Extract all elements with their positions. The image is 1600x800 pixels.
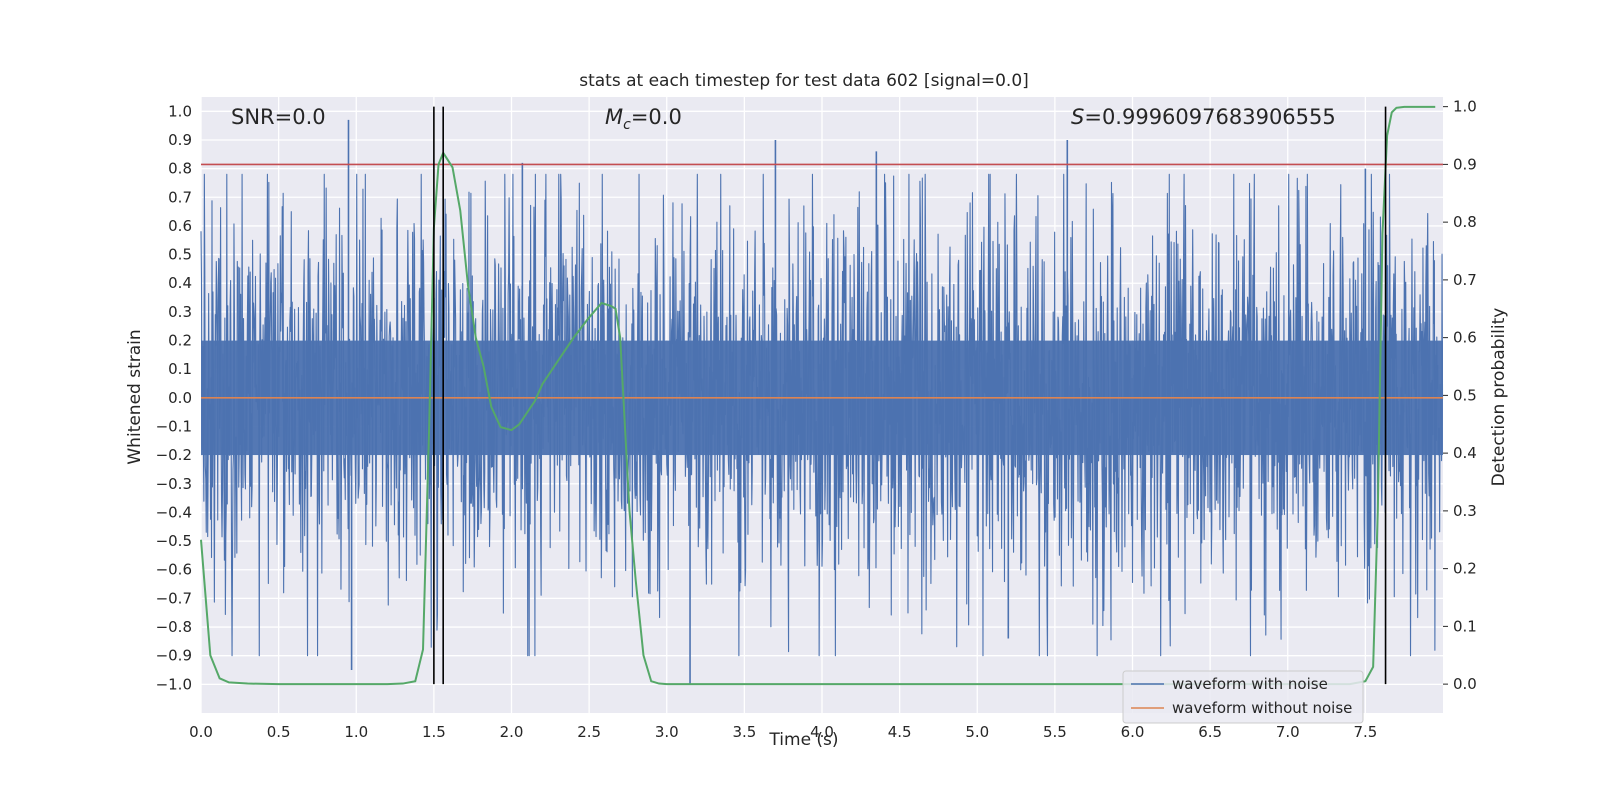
x-tick-label: 1.5 [422, 723, 446, 741]
x-tick-label: 0.0 [189, 723, 213, 741]
y-left-tick-label: 0.1 [168, 360, 192, 378]
noise-trace [200, 173, 1444, 657]
y-right-tick-label: 0.9 [1453, 155, 1477, 173]
legend-label-clean: waveform without noise [1172, 699, 1352, 717]
chirp-mass-value: =0.0 [631, 105, 682, 129]
y-left-tick-label: −0.9 [156, 647, 192, 665]
x-tick-label: 6.5 [1198, 723, 1222, 741]
x-tick-label: 7.0 [1276, 723, 1300, 741]
score-annotation: S=0.9996097683906555 [1071, 105, 1336, 129]
score-symbol: S [1071, 105, 1084, 129]
x-tick-label: 5.5 [1043, 723, 1067, 741]
y-right-tick-label: 0.7 [1453, 271, 1477, 289]
y-right-tick-label: 1.0 [1453, 98, 1477, 116]
vertical-markers [433, 106, 1387, 685]
legend-label-noise: waveform with noise [1172, 675, 1328, 693]
x-tick-label: 4.0 [810, 723, 834, 741]
y-left-tick-label: 0.8 [168, 160, 192, 178]
chart-title: stats at each timestep for test data 602… [579, 71, 1029, 91]
x-tick-label: 7.5 [1353, 723, 1377, 741]
x-tick-label: 3.0 [655, 723, 679, 741]
chirp-mass-annotation: Mc=0.0 [605, 105, 682, 133]
y-left-tick-label: −0.1 [156, 417, 192, 435]
score-value: =0.9996097683906555 [1084, 105, 1335, 129]
y-right-tick-label: 0.8 [1453, 213, 1477, 231]
x-tick-label: 5.0 [965, 723, 989, 741]
y-left-tick-label: 0.4 [168, 274, 192, 292]
x-tick-label: 3.5 [732, 723, 756, 741]
y-left-tick-label: −0.2 [156, 446, 192, 464]
y-left-tick-label: 0.9 [168, 131, 192, 149]
y-left-tick-label: 0.2 [168, 332, 192, 350]
y-axis-right-title: Detection probability [1489, 308, 1509, 487]
x-tick-label: 4.5 [888, 723, 912, 741]
y-right-tick-label: 0.6 [1453, 329, 1477, 347]
y-left-tick-label: −0.3 [156, 475, 192, 493]
y-left-tick-label: 0.6 [168, 217, 192, 235]
y-left-tick-label: 0.7 [168, 188, 192, 206]
y-left-tick-label: −0.7 [156, 589, 192, 607]
x-tick-label: 0.5 [267, 723, 291, 741]
x-tick-label: 2.0 [500, 723, 524, 741]
legend: waveform with noise waveform without noi… [1122, 670, 1364, 724]
legend-box [1122, 670, 1364, 724]
tick-labels: 0.0 0.5 1.0 1.5 2.0 2.5 3.0 3.5 4.0 4.5 5.0 5.5 6.0 6… [156, 98, 1477, 741]
y-left-tick-label: −0.6 [156, 561, 192, 579]
snr-annotation: SNR=0.0 [231, 105, 326, 129]
y-right-tick-label: 0.4 [1453, 444, 1477, 462]
y-left-tick-label: −1.0 [156, 675, 192, 693]
x-tick-label: 2.5 [577, 723, 601, 741]
x-tick-label: 1.0 [344, 723, 368, 741]
y-left-tick-label: −0.8 [156, 618, 192, 636]
x-tick-label: 6.0 [1121, 723, 1145, 741]
y-right-tick-label: 0.2 [1453, 560, 1477, 578]
y-right-tick-label: 0.1 [1453, 617, 1477, 635]
chirp-mass-subscript: c [623, 117, 631, 133]
y-right-tick-label: 0.3 [1453, 502, 1477, 520]
chirp-mass-symbol: M [605, 105, 623, 129]
y-left-tick-label: −0.4 [156, 503, 192, 521]
y-left-tick-label: 0.0 [168, 389, 192, 407]
y-left-tick-label: 0.5 [168, 246, 192, 264]
x-axis-title: Time (s) [768, 730, 838, 750]
y-left-tick-label: 1.0 [168, 102, 192, 120]
y-right-tick-label: 0.0 [1453, 675, 1477, 693]
y-right-tick-label: 0.5 [1453, 386, 1477, 404]
y-axis-left-title: Whitened strain [125, 329, 145, 464]
y-left-tick-label: 0.3 [168, 303, 192, 321]
y-left-tick-label: −0.5 [156, 532, 192, 550]
